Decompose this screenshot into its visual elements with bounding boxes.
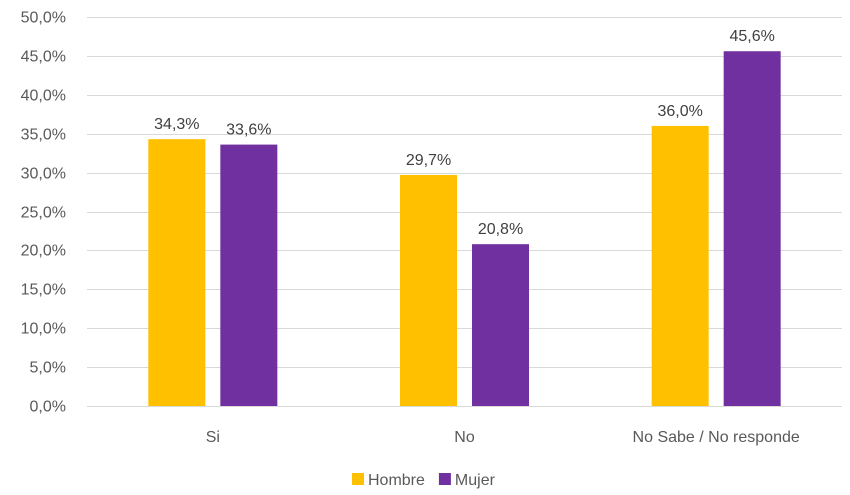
y-tick-label: 10,0%	[21, 321, 66, 338]
data-label: 29,7%	[406, 152, 451, 169]
category-label: No Sabe / No responde	[633, 429, 800, 446]
bars	[148, 51, 781, 407]
y-axis-ticks: 0,0% 5,0% 10,0% 15,0% 20,0% 25,0% 30,0% 35,0% 40…	[21, 10, 66, 416]
data-label: 20,8%	[478, 221, 523, 238]
bar-hombre-0	[148, 139, 206, 406]
legend-swatch-mujer	[438, 473, 451, 485]
y-tick-label: 40,0%	[21, 88, 66, 105]
legend-label-mujer: Mujer	[455, 472, 496, 489]
data-label: 45,6%	[729, 28, 774, 45]
bar-mujer-2	[723, 51, 781, 407]
legend-label-hombre: Hombre	[368, 472, 425, 489]
data-label: 33,6%	[226, 122, 271, 139]
y-tick-label: 45,0%	[21, 49, 66, 66]
y-tick-label: 5,0%	[30, 360, 66, 377]
gridlines	[87, 17, 842, 407]
legend-swatch-hombre	[352, 473, 364, 485]
bar-hombre-1	[400, 174, 457, 406]
y-tick-label: 0,0%	[30, 399, 66, 416]
legend: Hombre Mujer	[352, 472, 496, 489]
y-tick-label: 50,0%	[21, 10, 66, 27]
y-tick-label: 30,0%	[21, 166, 66, 183]
category-label: No	[454, 429, 475, 446]
y-tick-label: 35,0%	[21, 127, 66, 144]
bar-hombre-2	[651, 125, 709, 407]
y-tick-label: 20,0%	[21, 243, 66, 260]
bar-mujer-1	[472, 244, 529, 406]
data-label: 34,3%	[154, 116, 199, 133]
y-tick-label: 15,0%	[21, 282, 66, 299]
category-label: Si	[206, 429, 220, 446]
x-axis-categories: Si No No Sabe / No responde	[206, 429, 800, 446]
y-tick-label: 25,0%	[21, 205, 66, 222]
data-labels: 34,3% 33,6% 29,7% 20,8% 36,0% 45,6%	[154, 28, 775, 238]
bar-mujer-0	[220, 144, 278, 407]
data-label: 36,0%	[657, 103, 702, 120]
